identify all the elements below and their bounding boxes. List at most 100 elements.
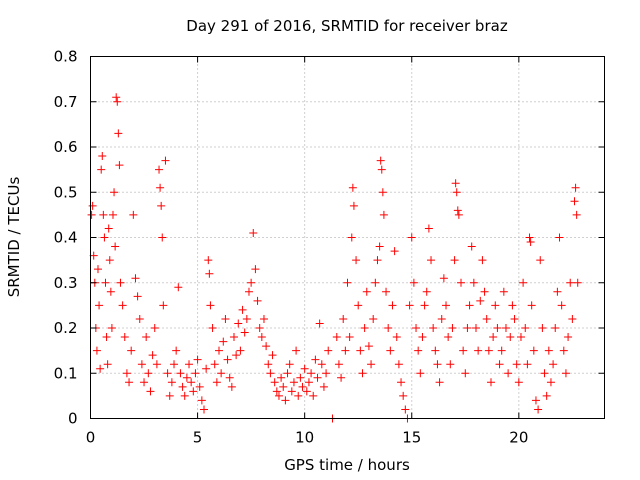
data-point bbox=[457, 278, 466, 287]
data-point bbox=[451, 179, 460, 188]
data-point bbox=[401, 405, 410, 414]
data-point bbox=[397, 378, 406, 387]
data-point bbox=[304, 378, 313, 387]
data-point bbox=[444, 333, 453, 342]
data-point bbox=[270, 378, 279, 387]
data-point bbox=[135, 314, 144, 323]
data-point bbox=[399, 391, 408, 400]
data-point bbox=[442, 301, 451, 310]
data-point bbox=[495, 360, 504, 369]
data-point bbox=[322, 369, 331, 378]
data-point bbox=[170, 360, 179, 369]
data-point bbox=[202, 364, 211, 373]
data-point bbox=[155, 165, 164, 174]
data-point bbox=[489, 333, 498, 342]
data-point bbox=[501, 324, 510, 332]
data-point bbox=[437, 314, 446, 323]
data-point bbox=[221, 314, 230, 323]
data-point bbox=[105, 256, 114, 265]
data-point bbox=[236, 346, 245, 355]
data-point bbox=[157, 201, 166, 210]
data-point bbox=[347, 233, 356, 242]
x-tick-label: 0 bbox=[86, 429, 96, 447]
data-point bbox=[127, 346, 136, 355]
data-point bbox=[302, 387, 311, 396]
data-point bbox=[189, 387, 198, 396]
axis-ticks: 0 0.1 0.2 0.3 0.4 0.5 0.6 0.7 0.8 0 5 10 15 20 bbox=[54, 48, 605, 447]
data-point bbox=[122, 369, 131, 378]
data-point bbox=[362, 287, 371, 296]
y-tick-label: 0.3 bbox=[54, 274, 78, 292]
data-point bbox=[484, 346, 493, 355]
data-point bbox=[229, 333, 238, 342]
data-point bbox=[435, 378, 444, 387]
data-point bbox=[115, 161, 124, 170]
data-point bbox=[369, 314, 378, 323]
data-point bbox=[486, 378, 495, 387]
data-point bbox=[268, 351, 277, 360]
data-point bbox=[172, 346, 181, 355]
data-point bbox=[367, 360, 376, 369]
data-point bbox=[358, 369, 367, 378]
data-point bbox=[527, 301, 536, 310]
data-point bbox=[212, 378, 221, 387]
data-point bbox=[377, 165, 386, 174]
data-point bbox=[167, 378, 176, 387]
data-point bbox=[345, 333, 354, 342]
data-point bbox=[499, 287, 508, 296]
data-point bbox=[388, 301, 397, 310]
data-point bbox=[174, 283, 183, 292]
data-point bbox=[281, 396, 290, 405]
data-point bbox=[472, 324, 480, 332]
data-point bbox=[465, 301, 474, 310]
y-tick-label: 0.6 bbox=[54, 138, 78, 156]
data-point bbox=[104, 224, 113, 233]
data-point bbox=[232, 351, 241, 360]
data-point bbox=[529, 346, 538, 355]
data-point bbox=[88, 201, 97, 210]
data-point bbox=[405, 301, 414, 310]
data-point bbox=[555, 233, 564, 242]
data-point bbox=[156, 183, 165, 192]
data-point bbox=[103, 360, 112, 369]
data-point bbox=[165, 391, 174, 400]
data-point bbox=[285, 360, 294, 369]
data-point bbox=[215, 346, 223, 355]
data-point bbox=[234, 319, 243, 328]
data-point bbox=[210, 360, 219, 369]
data-point bbox=[266, 369, 275, 378]
data-point bbox=[283, 369, 292, 378]
data-point bbox=[176, 369, 185, 378]
data-point bbox=[244, 287, 253, 296]
data-point bbox=[420, 301, 429, 310]
data-point bbox=[491, 301, 500, 310]
data-point bbox=[110, 188, 119, 197]
data-point bbox=[125, 378, 134, 387]
data-point bbox=[572, 210, 581, 219]
data-point bbox=[206, 301, 215, 310]
x-tick-label: 10 bbox=[295, 429, 314, 447]
data-point bbox=[463, 324, 472, 332]
data-point bbox=[382, 287, 391, 296]
data-point bbox=[262, 342, 271, 351]
data-point bbox=[120, 333, 129, 342]
data-point bbox=[476, 296, 485, 305]
data-point bbox=[504, 369, 513, 378]
data-point bbox=[319, 382, 328, 391]
y-axis-label: SRMTID / TECUs bbox=[5, 177, 23, 298]
data-point bbox=[97, 165, 106, 174]
data-point bbox=[339, 314, 348, 323]
data-point bbox=[240, 328, 249, 337]
data-point bbox=[287, 387, 296, 396]
data-point bbox=[349, 201, 358, 210]
data-point bbox=[161, 156, 170, 165]
data-point bbox=[453, 206, 462, 215]
data-point bbox=[193, 355, 202, 364]
data-point bbox=[341, 346, 350, 355]
data-point bbox=[294, 391, 303, 400]
data-point bbox=[148, 351, 157, 360]
data-point bbox=[480, 287, 489, 296]
data-point bbox=[298, 382, 307, 391]
data-point bbox=[407, 233, 416, 242]
